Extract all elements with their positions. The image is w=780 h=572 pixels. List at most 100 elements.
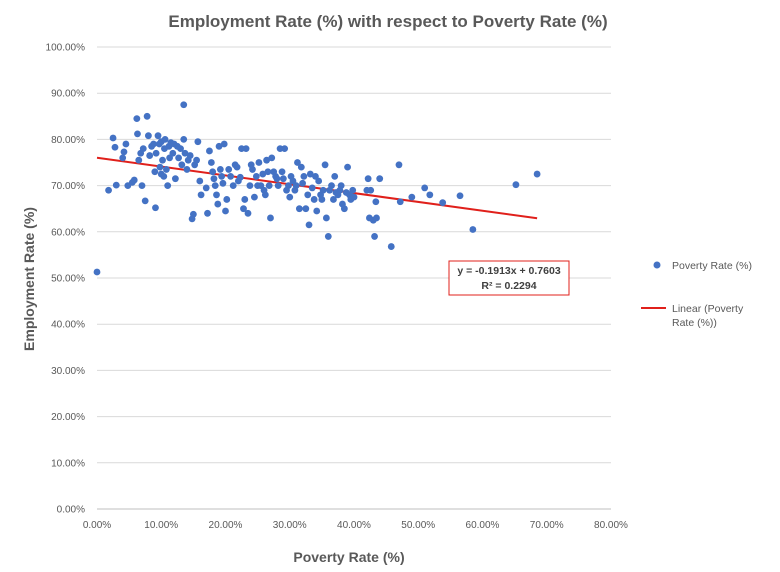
- data-point: [146, 152, 154, 159]
- data-point: [189, 210, 197, 218]
- trendline-layer: [96, 156, 538, 220]
- data-point: [229, 182, 237, 190]
- y-tick-label: 40.00%: [51, 320, 85, 331]
- data-point: [337, 182, 345, 190]
- data-point: [220, 140, 228, 148]
- data-point: [152, 149, 160, 157]
- data-point: [305, 221, 313, 229]
- data-point: [210, 175, 218, 183]
- data-point: [175, 154, 182, 162]
- data-point: [177, 145, 184, 153]
- data-point: [152, 204, 159, 212]
- y-tick-label: 60.00%: [51, 227, 85, 238]
- data-point: [241, 196, 249, 203]
- data-point: [227, 172, 235, 180]
- data-point: [295, 205, 303, 213]
- data-point: [350, 193, 358, 201]
- data-point: [169, 149, 177, 157]
- data-point: [265, 182, 273, 190]
- data-point: [218, 172, 226, 180]
- legend: Poverty Rate (%) Linear (Poverty Rate (%…: [641, 260, 752, 329]
- data-point: [376, 175, 384, 183]
- data-point: [222, 207, 229, 215]
- data-point: [154, 132, 162, 140]
- data-point: [240, 205, 247, 213]
- data-point: [196, 177, 204, 185]
- legend-label-series: Poverty Rate (%): [672, 260, 752, 272]
- data-point: [286, 193, 294, 201]
- data-point: [109, 134, 117, 142]
- data-point: [364, 175, 372, 183]
- data-point: [139, 145, 147, 153]
- y-tick-label: 80.00%: [51, 135, 85, 146]
- y-axis-title: Employment Rate (%): [21, 207, 37, 351]
- data-point: [278, 168, 286, 176]
- data-point: [300, 172, 308, 180]
- data-point: [206, 147, 213, 155]
- data-point: [324, 233, 332, 240]
- x-axis-ticks: 0.00% 10.00% 20.00% 30.00% 40.00% 50.00% 60.00…: [83, 520, 628, 531]
- data-point: [242, 145, 250, 153]
- data-point: [292, 182, 300, 190]
- data-point: [322, 214, 330, 222]
- y-tick-label: 30.00%: [51, 366, 85, 377]
- data-point: [344, 163, 351, 171]
- data-point: [308, 184, 316, 192]
- data-point: [111, 143, 119, 151]
- data-point: [439, 199, 447, 207]
- data-point: [426, 191, 434, 199]
- x-tick-label: 20.00%: [209, 520, 243, 531]
- data-point: [135, 156, 143, 164]
- x-tick-label: 80.00%: [594, 520, 628, 531]
- data-point: [261, 191, 269, 199]
- x-tick-label: 70.00%: [530, 520, 564, 531]
- data-point: [387, 243, 395, 250]
- y-tick-label: 70.00%: [51, 181, 85, 192]
- data-point: [408, 193, 416, 201]
- data-point: [197, 191, 205, 199]
- data-point: [159, 156, 166, 164]
- data-point: [120, 148, 128, 156]
- data-point: [219, 179, 227, 187]
- data-point: [143, 112, 151, 120]
- data-point: [328, 182, 335, 190]
- data-point: [161, 136, 169, 143]
- data-point: [156, 163, 164, 171]
- trendline-equation: y = -0.1913x + 0.7603: [457, 265, 560, 277]
- data-points: [93, 101, 541, 276]
- data-point: [318, 196, 326, 203]
- legend-label-trendline-line1: Linear (Poverty: [672, 303, 744, 315]
- x-tick-label: 50.00%: [401, 520, 435, 531]
- data-point: [512, 181, 520, 189]
- data-point: [306, 170, 314, 178]
- data-point: [367, 186, 375, 194]
- x-tick-label: 0.00%: [83, 520, 111, 531]
- data-point: [141, 197, 149, 205]
- x-tick-label: 10.00%: [144, 520, 178, 531]
- data-point: [93, 268, 101, 276]
- data-point: [264, 168, 272, 176]
- data-point: [216, 166, 224, 173]
- data-point: [214, 200, 222, 208]
- data-point: [134, 130, 141, 138]
- data-point: [273, 175, 281, 183]
- data-point: [122, 140, 130, 148]
- data-point: [372, 198, 380, 206]
- data-point: [202, 184, 210, 192]
- data-point: [259, 170, 267, 178]
- trendline-r-squared: R² = 0.2294: [481, 280, 536, 292]
- data-point: [180, 136, 188, 143]
- data-point: [330, 196, 337, 203]
- data-point: [395, 161, 403, 169]
- y-axis-ticks: 0.00% 10.00% 20.00% 30.00% 40.00% 50.00% 60.00…: [46, 43, 86, 516]
- x-tick-label: 40.00%: [337, 520, 371, 531]
- data-point: [533, 170, 541, 178]
- data-point: [193, 156, 200, 164]
- equation-box-border: [448, 260, 570, 296]
- data-point: [371, 233, 378, 240]
- data-point: [119, 154, 127, 162]
- data-point: [145, 132, 152, 140]
- data-point: [138, 182, 146, 190]
- data-point: [321, 161, 329, 169]
